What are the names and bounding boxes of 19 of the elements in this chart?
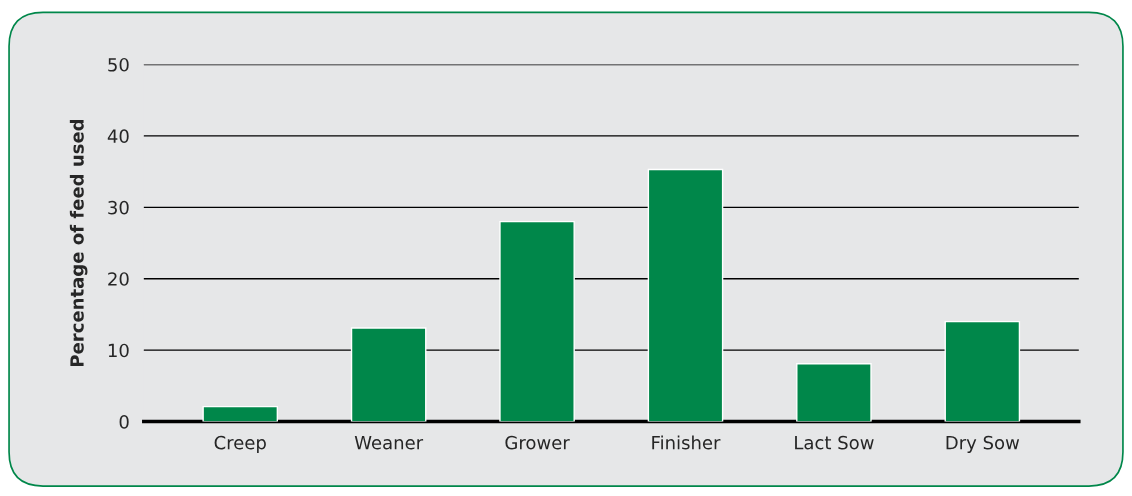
bar	[202, 405, 279, 422]
x-tick-label: Weaner	[354, 436, 424, 450]
y-tick-label: 40	[107, 129, 129, 144]
bar	[647, 168, 724, 422]
x-tick-label: Lact Sow	[795, 435, 874, 450]
y-tick-label: 20	[108, 272, 129, 286]
x-tick-label: Creep	[214, 435, 266, 453]
bar	[350, 327, 427, 422]
y-tick-label: 10	[108, 343, 129, 358]
bar	[944, 320, 1021, 422]
bar	[499, 220, 575, 422]
y-axis-title: Percentage of feed used	[69, 119, 88, 367]
x-tick-label: Dry Sow	[946, 435, 1020, 453]
x-tick-label: Finisher	[652, 435, 721, 450]
x-tick-label: Grower	[505, 435, 570, 450]
y-tick-label: 0	[119, 415, 129, 429]
y-tick-label: 30	[108, 200, 129, 215]
y-tick-label: 50	[108, 57, 129, 72]
bar	[796, 363, 872, 422]
